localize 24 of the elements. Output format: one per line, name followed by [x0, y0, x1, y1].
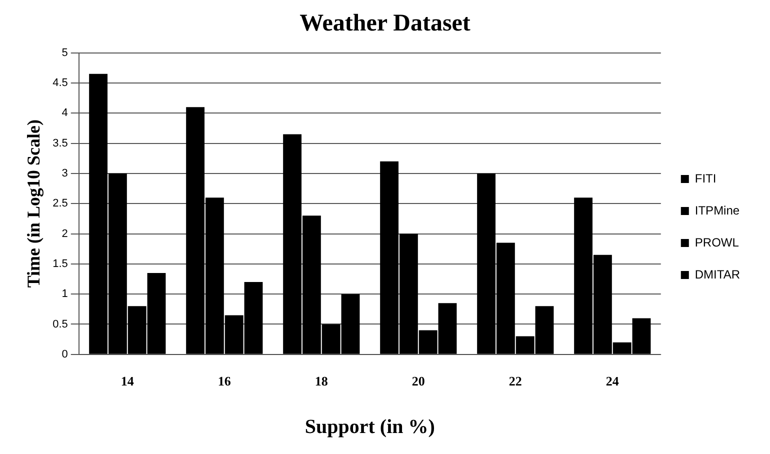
- x-tick-label: 14: [120, 374, 134, 389]
- x-tick-label: 24: [606, 374, 620, 389]
- y-tick-label: 0.5: [52, 318, 68, 330]
- y-tick-label: 2: [62, 228, 68, 240]
- legend-label: FITI: [694, 171, 716, 186]
- x-axis-title: Support (in %): [304, 416, 435, 438]
- y-tick-label: 0: [62, 348, 68, 360]
- y-tick-label: 4: [62, 107, 68, 120]
- y-tick-label: 1: [62, 288, 68, 300]
- legend-label: PROWL: [694, 235, 740, 250]
- y-tick-label: 5: [62, 46, 68, 59]
- x-tick-label: 16: [218, 374, 232, 389]
- x-tick-label: 18: [314, 374, 328, 389]
- chart-title: Weather Dataset: [300, 10, 470, 37]
- x-tick-label: 22: [508, 374, 522, 389]
- y-tick-label: 4.5: [52, 76, 68, 89]
- x-tick-label: 20: [412, 374, 425, 389]
- y-tick-label: 3.5: [52, 137, 68, 150]
- legend-label: DMITAR: [694, 267, 740, 282]
- y-tick-label: 3: [62, 167, 68, 180]
- legend-label: ITPMine: [694, 203, 740, 218]
- y-axis-title: Time (in Log10 Scale): [23, 120, 44, 288]
- y-tick-label: 2.5: [52, 198, 68, 210]
- y-tick-label: 1.5: [52, 258, 68, 270]
